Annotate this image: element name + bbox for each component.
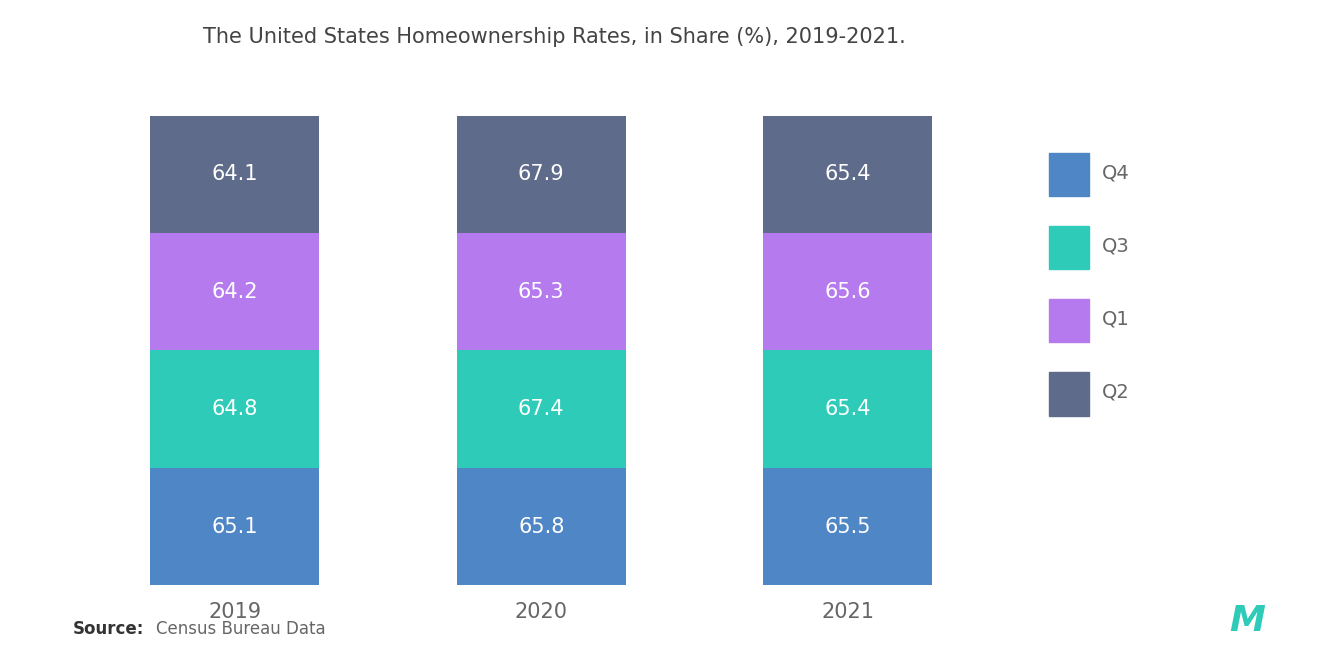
Bar — [457, 233, 626, 350]
Text: The United States Homeownership Rates, in Share (%), 2019-2021.: The United States Homeownership Rates, i… — [203, 27, 906, 47]
Bar — [457, 350, 626, 468]
Bar — [763, 233, 932, 350]
Text: 64.2: 64.2 — [211, 282, 257, 302]
Bar — [457, 468, 626, 585]
Bar — [150, 350, 319, 468]
Text: Q3: Q3 — [1102, 237, 1130, 255]
Text: 64.8: 64.8 — [211, 399, 257, 419]
Text: 65.8: 65.8 — [517, 517, 565, 537]
Text: Q2: Q2 — [1102, 383, 1130, 402]
Text: 65.4: 65.4 — [825, 399, 871, 419]
Bar — [150, 116, 319, 233]
Text: 67.4: 67.4 — [517, 399, 565, 419]
Text: 64.1: 64.1 — [211, 164, 257, 184]
Bar — [150, 468, 319, 585]
Text: 65.1: 65.1 — [211, 517, 257, 537]
Text: 67.9: 67.9 — [517, 164, 565, 184]
Bar — [763, 116, 932, 233]
Text: Q1: Q1 — [1102, 310, 1130, 329]
Text: Q4: Q4 — [1102, 164, 1130, 182]
Bar — [763, 350, 932, 468]
Bar — [763, 468, 932, 585]
Text: 65.6: 65.6 — [825, 282, 871, 302]
Text: M: M — [1229, 604, 1266, 638]
Text: Census Bureau Data: Census Bureau Data — [156, 620, 326, 638]
Text: 65.4: 65.4 — [825, 164, 871, 184]
Text: 65.3: 65.3 — [517, 282, 565, 302]
Bar — [150, 233, 319, 350]
Text: Source:: Source: — [73, 620, 144, 638]
Text: 65.5: 65.5 — [825, 517, 871, 537]
Bar — [457, 116, 626, 233]
